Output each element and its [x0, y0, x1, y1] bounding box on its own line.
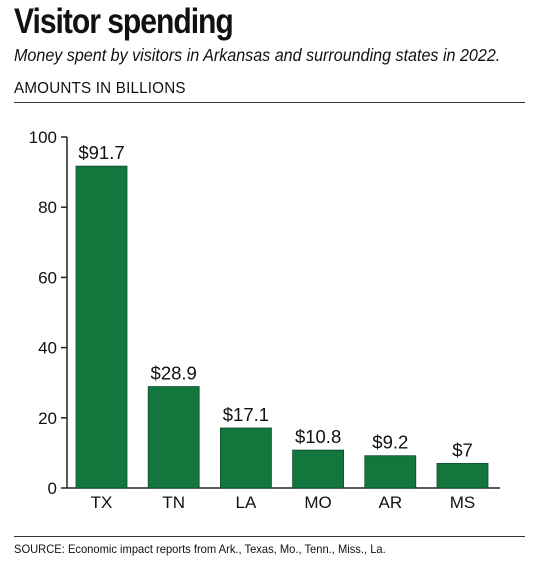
- bar-ms: [436, 463, 489, 489]
- data-label-mo: $10.8: [295, 426, 341, 447]
- x-tick-label-tn: TN: [162, 493, 185, 512]
- bar-mo: [292, 449, 345, 489]
- y-tick-label: 60: [38, 268, 57, 287]
- data-label-la: $17.1: [223, 404, 269, 425]
- bar-tn: [147, 386, 200, 489]
- source-note: SOURCE: Economic impact reports from Ark…: [14, 542, 386, 556]
- y-tick-label: 80: [38, 198, 57, 217]
- x-tick-label-tx: TX: [91, 493, 113, 512]
- bar-ar: [364, 455, 417, 489]
- data-label-ar: $9.2: [372, 432, 408, 453]
- bar-tx: [75, 165, 128, 489]
- y-tick-label: 0: [48, 479, 57, 498]
- x-tick-label-la: LA: [236, 493, 257, 512]
- y-tick-label: 20: [38, 409, 57, 428]
- x-tick-label-ms: MS: [450, 493, 476, 512]
- units-label: AMOUNTS IN BILLIONS: [14, 80, 186, 97]
- data-label-tx: $91.7: [78, 142, 124, 163]
- bar-chart: 0 20 40 60 80 100 $91.7 TX $28.9 TN $17.1 LA $10.8 MO…: [29, 128, 500, 512]
- footer-divider: [14, 536, 525, 537]
- y-tick-label: 40: [38, 339, 57, 358]
- x-tick-label-ar: AR: [378, 493, 402, 512]
- data-label-ms: $7: [452, 439, 473, 460]
- chart-title: Visitor spending: [14, 2, 234, 41]
- chart-subtitle: Money spent by visitors in Arkansas and …: [14, 45, 501, 65]
- data-label-tn: $28.9: [151, 363, 197, 384]
- y-tick-label: 100: [29, 128, 57, 147]
- header-divider: [14, 102, 525, 103]
- x-tick-label-mo: MO: [304, 493, 331, 512]
- bar-la: [219, 427, 272, 489]
